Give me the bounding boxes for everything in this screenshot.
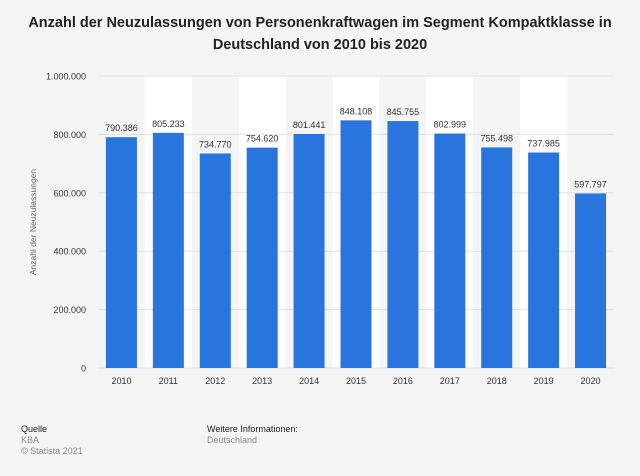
data-label: 737.985 <box>527 139 560 149</box>
data-label: 802.999 <box>434 120 467 130</box>
copyright: © Statista 2021 <box>21 446 83 456</box>
x-tick-label: 2013 <box>252 376 272 386</box>
bar <box>293 133 325 368</box>
x-tick-label: 2020 <box>581 376 601 386</box>
x-tick-label: 2015 <box>346 376 366 386</box>
bar <box>152 132 184 368</box>
data-label: 845.755 <box>387 107 420 117</box>
bar <box>528 152 560 368</box>
bar <box>434 133 466 368</box>
x-tick-label: 2011 <box>159 376 178 386</box>
data-label: 597.797 <box>574 179 607 189</box>
y-tick-label: 800.000 <box>53 130 86 140</box>
y-tick-label: 1.000.000 <box>46 72 86 82</box>
x-tick-label: 2014 <box>299 376 319 386</box>
y-tick-label: 400.000 <box>53 247 86 257</box>
y-tick-label: 0 <box>81 364 86 374</box>
info-value: Deutschland <box>207 435 258 445</box>
data-label: 734.770 <box>199 139 232 149</box>
x-tick-label: 2016 <box>393 376 413 386</box>
y-tick-label: 200.000 <box>53 305 86 315</box>
bar <box>387 121 419 368</box>
y-tick-label: 600.000 <box>53 188 86 198</box>
x-tick-label: 2018 <box>487 376 507 386</box>
x-tick-label: 2010 <box>111 376 131 386</box>
bar <box>481 147 513 368</box>
data-label: 754.620 <box>246 134 279 144</box>
data-label: 801.441 <box>293 120 326 130</box>
bar <box>105 137 137 368</box>
x-tick-label: 2019 <box>534 376 554 386</box>
bar <box>246 147 278 368</box>
data-label: 790.386 <box>105 123 138 133</box>
source-value: KBA <box>21 435 40 445</box>
data-label: 805.233 <box>152 119 185 129</box>
bar <box>340 120 372 368</box>
x-tick-label: 2017 <box>440 376 460 386</box>
y-axis-label: Anzahl der Neuzulassungen <box>28 169 38 276</box>
bar <box>575 193 607 368</box>
data-label: 755.498 <box>480 133 513 143</box>
x-tick-label: 2012 <box>205 376 225 386</box>
info-label: Weitere Informationen: <box>207 424 298 434</box>
data-label: 848.108 <box>340 106 373 116</box>
bar <box>199 153 231 368</box>
chart-title: Anzahl der Neuzulassungen von Personenkr… <box>28 15 612 53</box>
source-label: Quelle <box>21 424 48 434</box>
